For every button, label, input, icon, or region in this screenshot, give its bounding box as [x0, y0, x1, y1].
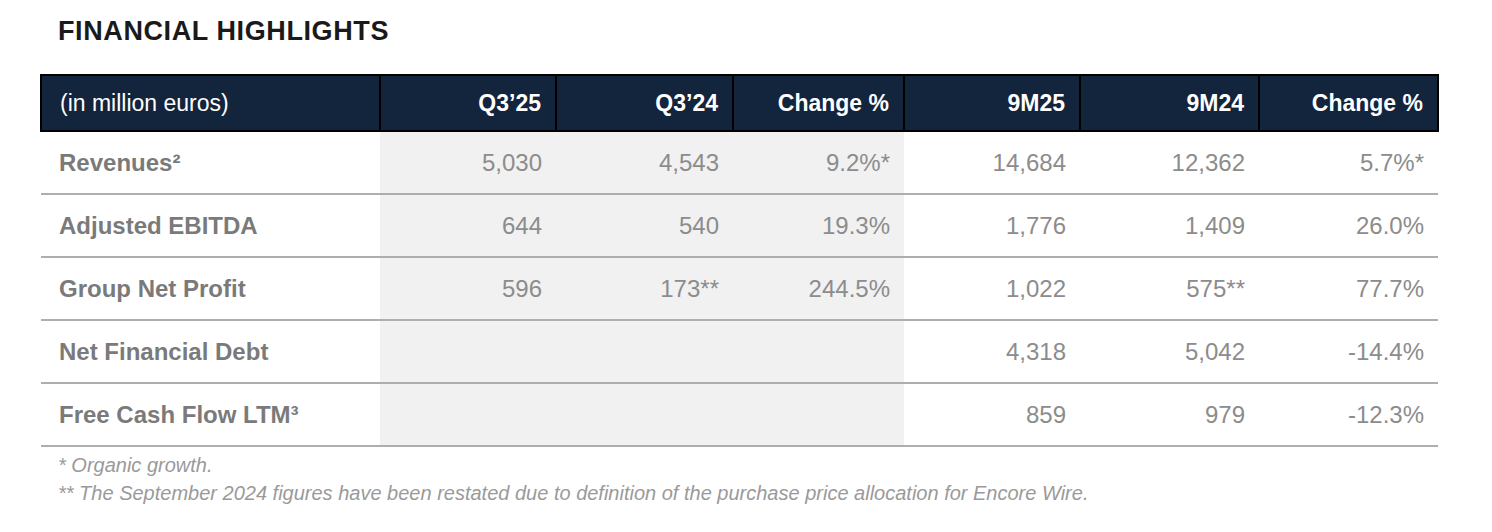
- table-row-group-net-profit: Group Net Profit 596 173** 244.5% 1,022 …: [41, 257, 1438, 320]
- cell-value: 19.3%: [733, 194, 904, 257]
- table-row-net-financial-debt: Net Financial Debt 4,318 5,042 -14.4%: [41, 320, 1438, 383]
- row-label-free-cash-flow-ltm: Free Cash Flow LTM³: [41, 383, 380, 446]
- column-header-change-9m: Change %: [1259, 75, 1438, 131]
- cell-value: -12.3%: [1259, 383, 1438, 446]
- cell-value: 9.2%*: [733, 131, 904, 194]
- cell-value: 173**: [556, 257, 733, 320]
- footnote-restatement: ** The September 2024 figures have been …: [58, 481, 1492, 506]
- table-header-row: (in million euros) Q3’25 Q3’24 Change % …: [41, 75, 1438, 131]
- cell-value: 644: [380, 194, 556, 257]
- cell-value: 4,543: [556, 131, 733, 194]
- cell-value: 1,022: [904, 257, 1080, 320]
- cell-value: [556, 383, 733, 446]
- financial-highlights-page: FINANCIAL HIGHLIGHTS (in million euros) …: [0, 0, 1492, 532]
- cell-value: -14.4%: [1259, 320, 1438, 383]
- cell-value: 1,409: [1080, 194, 1259, 257]
- cell-value: 979: [1080, 383, 1259, 446]
- row-label-net-financial-debt: Net Financial Debt: [41, 320, 380, 383]
- row-label-adjusted-ebitda: Adjusted EBITDA: [41, 194, 380, 257]
- column-header-9m24: 9M24: [1080, 75, 1259, 131]
- cell-value: 14,684: [904, 131, 1080, 194]
- column-header-change-q: Change %: [733, 75, 904, 131]
- cell-value: [733, 383, 904, 446]
- financial-highlights-table: (in million euros) Q3’25 Q3’24 Change % …: [40, 74, 1439, 447]
- cell-value: 596: [380, 257, 556, 320]
- cell-value: 1,776: [904, 194, 1080, 257]
- cell-value: [733, 320, 904, 383]
- cell-value: 77.7%: [1259, 257, 1438, 320]
- column-header-9m25: 9M25: [904, 75, 1080, 131]
- cell-value: [380, 320, 556, 383]
- column-header-q3-24: Q3’24: [556, 75, 733, 131]
- footnotes: * Organic growth. ** The September 2024 …: [58, 453, 1492, 506]
- row-label-revenues: Revenues²: [41, 131, 380, 194]
- cell-value: 859: [904, 383, 1080, 446]
- table-row-adjusted-ebitda: Adjusted EBITDA 644 540 19.3% 1,776 1,40…: [41, 194, 1438, 257]
- column-header-q3-25: Q3’25: [380, 75, 556, 131]
- cell-value: 5.7%*: [1259, 131, 1438, 194]
- table-row-revenues: Revenues² 5,030 4,543 9.2%* 14,684 12,36…: [41, 131, 1438, 194]
- cell-value: 244.5%: [733, 257, 904, 320]
- page-title: FINANCIAL HIGHLIGHTS: [0, 0, 1492, 47]
- cell-value: 575**: [1080, 257, 1259, 320]
- cell-value: [380, 383, 556, 446]
- footnote-organic-growth: * Organic growth.: [58, 453, 1492, 478]
- cell-value: 5,030: [380, 131, 556, 194]
- cell-value: 12,362: [1080, 131, 1259, 194]
- cell-value: 26.0%: [1259, 194, 1438, 257]
- column-header-units: (in million euros): [41, 75, 380, 131]
- row-label-group-net-profit: Group Net Profit: [41, 257, 380, 320]
- cell-value: 5,042: [1080, 320, 1259, 383]
- cell-value: 4,318: [904, 320, 1080, 383]
- cell-value: [556, 320, 733, 383]
- table-row-free-cash-flow-ltm: Free Cash Flow LTM³ 859 979 -12.3%: [41, 383, 1438, 446]
- cell-value: 540: [556, 194, 733, 257]
